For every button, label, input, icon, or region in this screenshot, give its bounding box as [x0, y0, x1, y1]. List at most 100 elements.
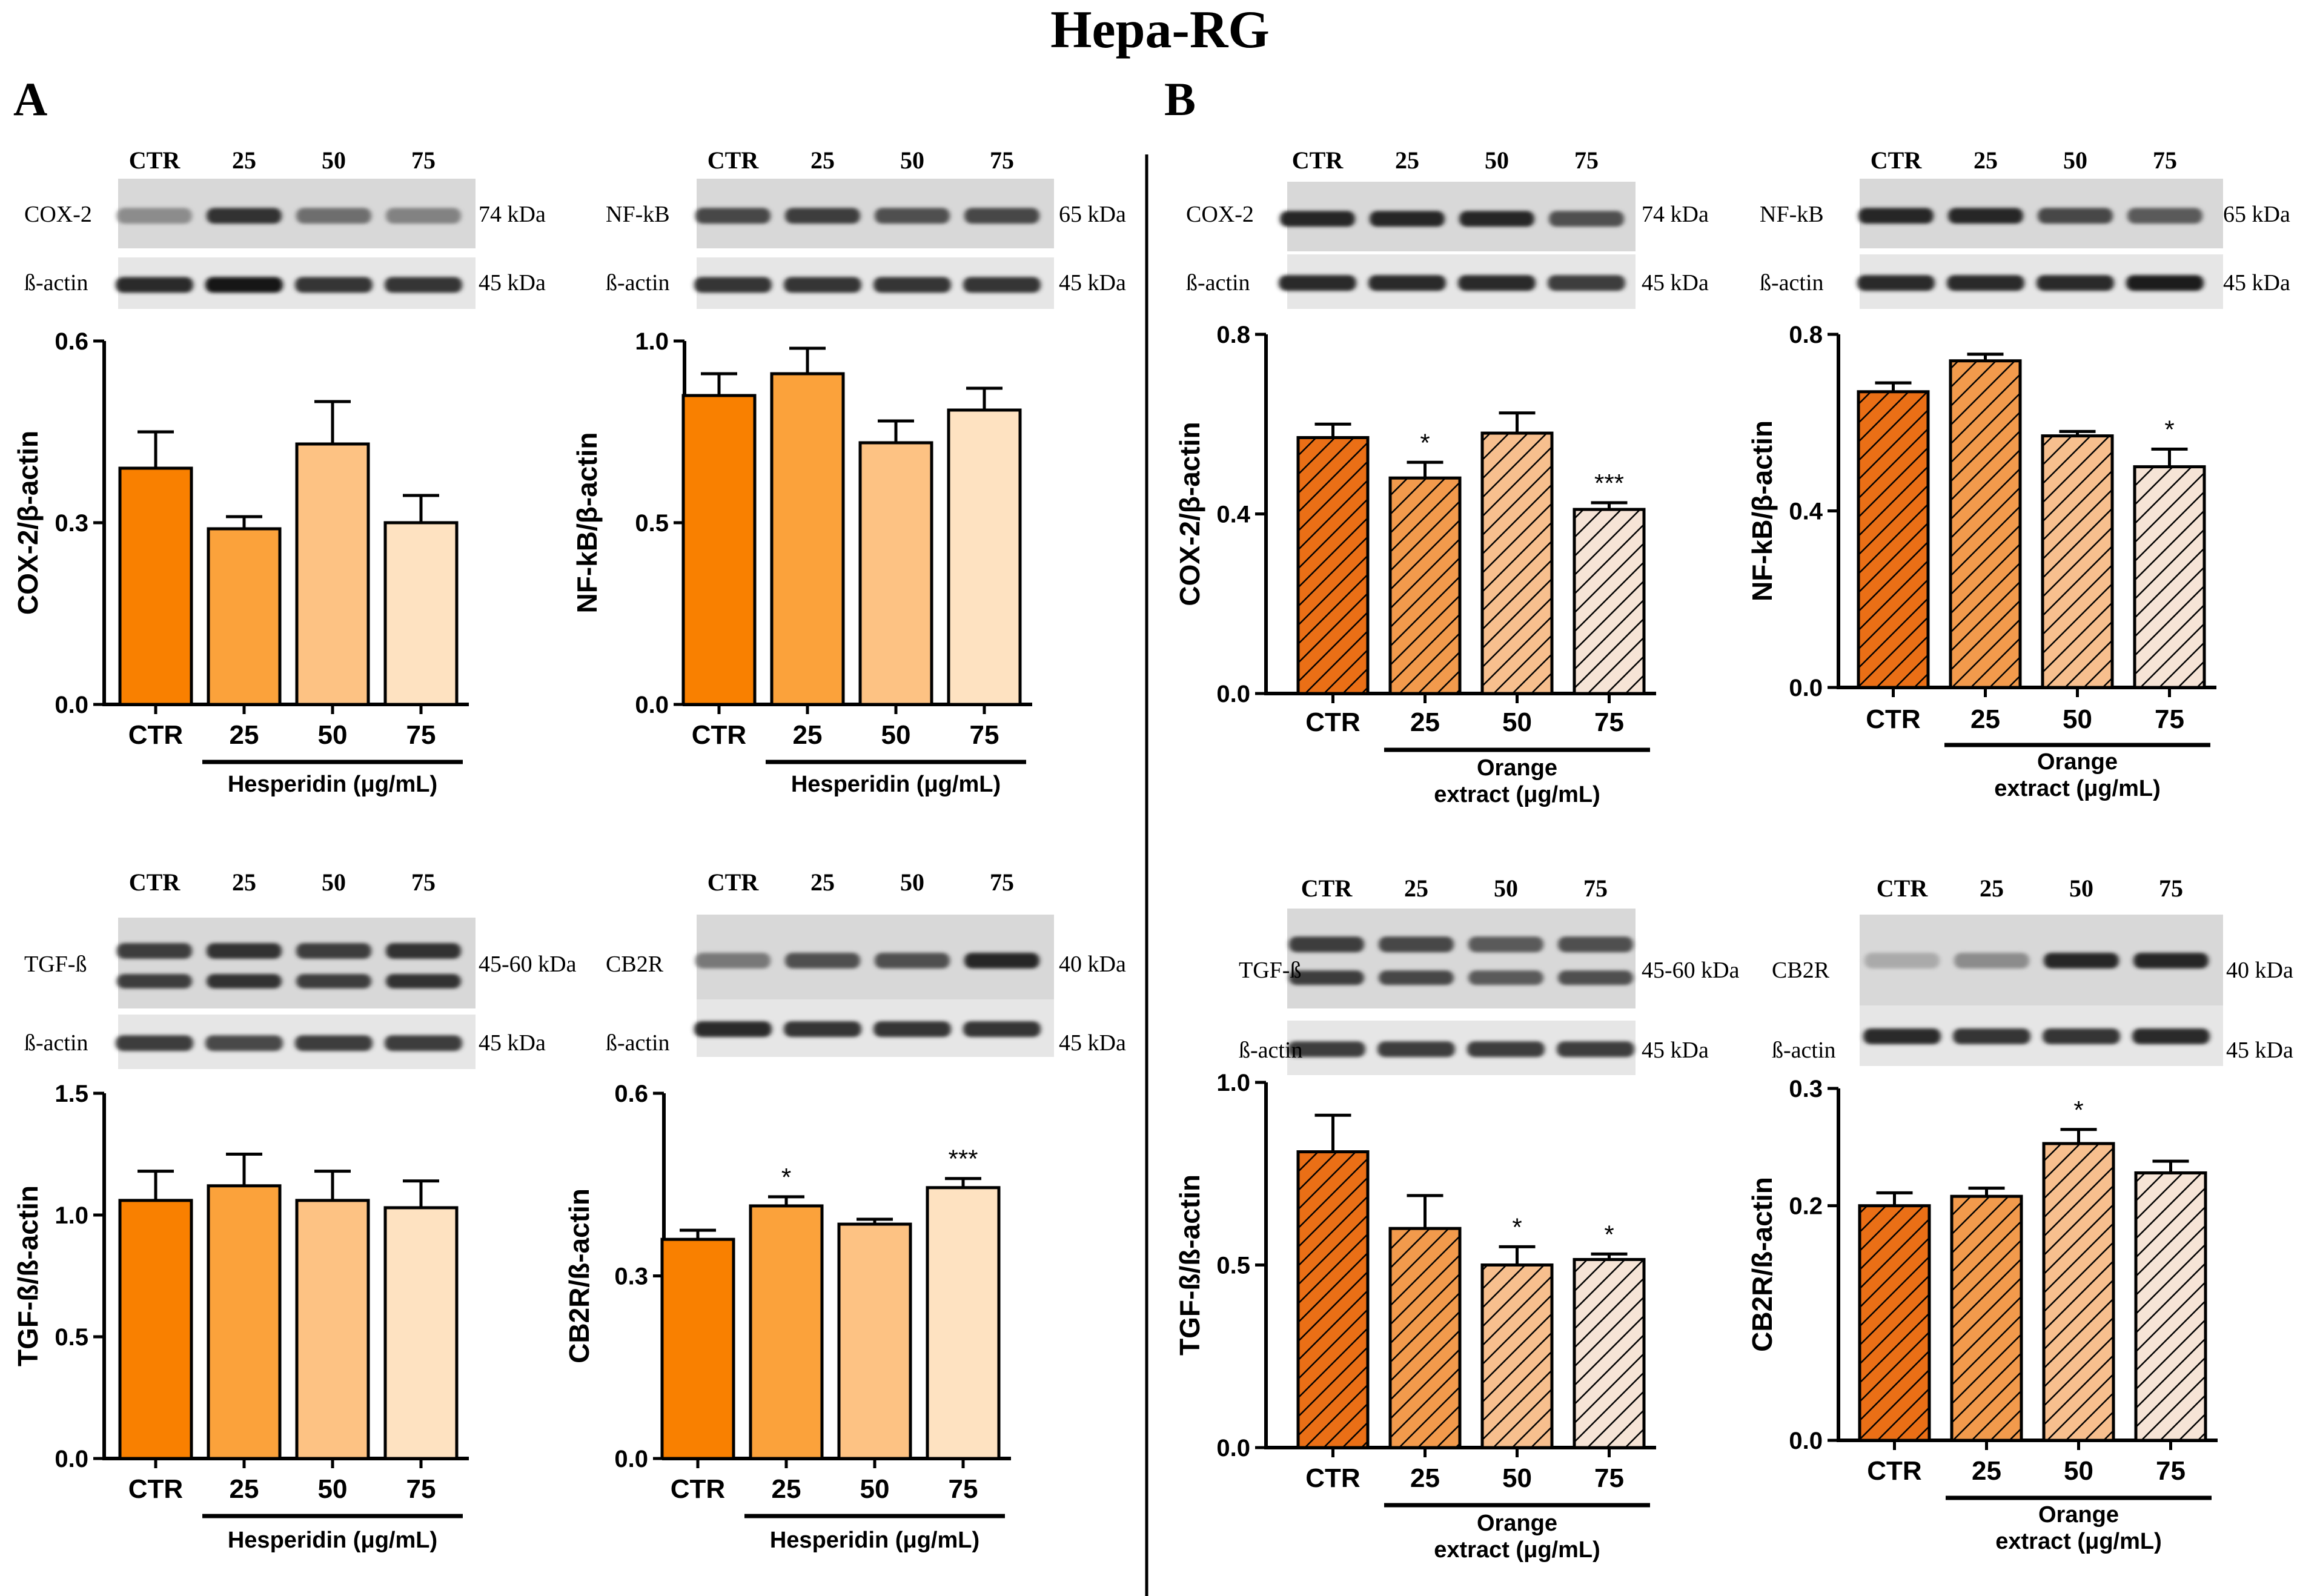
actin-label: ß-actin	[1772, 1038, 1836, 1063]
western-blot-2: CTR 25 50 75 NF-kB ß-actin 65 kDa 45 kDa	[606, 147, 1126, 309]
actin-band	[1863, 1028, 1941, 1044]
y-tick-label: 0.0	[55, 1446, 88, 1472]
x-tick-label: CTR	[671, 1474, 725, 1504]
actin-label: ß-actin	[24, 1030, 88, 1056]
actin-band	[1467, 1041, 1545, 1058]
x-tick-label: 50	[2064, 1456, 2093, 1486]
bar	[2042, 1142, 2115, 1442]
lane-label: 50	[2063, 147, 2087, 174]
actin-band	[1368, 275, 1446, 291]
x-axis-label: extract (μg/mL)	[1995, 1529, 2162, 1554]
western-blot-8: CTR 25 50 75 CB2R ß-actin 40 kDa 45 kDa	[1772, 875, 2293, 1066]
target-band	[1858, 208, 1934, 224]
target-band	[207, 974, 282, 988]
actin-kda-label: 45 kDa	[1059, 270, 1126, 296]
significance-marker: *	[1512, 1213, 1522, 1241]
y-tick-label: 0.8	[1789, 322, 1823, 348]
lane-label: 50	[322, 147, 346, 174]
actin-label: ß-actin	[606, 1030, 670, 1056]
actin-band	[295, 1035, 373, 1051]
target-band	[1468, 936, 1543, 953]
lane-label: 25	[1974, 147, 1998, 174]
bar-chart-7: 0.0 0.5 1.0 TGF-ß/ß-actin CTR 25 * 50 * 75 Orangee…	[1174, 1070, 1656, 1563]
lane-label: 50	[900, 869, 924, 896]
target-band	[207, 943, 282, 959]
bar	[926, 1186, 1001, 1460]
y-tick-label: 0.3	[614, 1263, 648, 1290]
y-tick-label: 0.4	[1789, 498, 1823, 525]
target-band	[296, 208, 371, 224]
x-tick-label: 50	[860, 1474, 890, 1504]
x-tick-label: 25	[793, 720, 823, 750]
bar	[118, 466, 193, 706]
target-protein-label: TGF-ß	[24, 952, 87, 977]
x-tick-label: 75	[2155, 704, 2184, 734]
lane-label: 75	[1574, 147, 1599, 174]
actin-band	[2043, 1028, 2120, 1044]
target-kda-label: 40 kDa	[2226, 958, 2293, 983]
x-tick-label: 75	[2156, 1456, 2186, 1486]
lane-label: CTR	[129, 869, 181, 896]
target-band	[1379, 970, 1454, 985]
y-tick-label: 0.6	[614, 1081, 648, 1107]
actin-band	[1857, 275, 1935, 291]
bar	[1296, 1150, 1370, 1449]
target-band	[386, 943, 461, 959]
target-kda-label: 65 kDa	[1059, 202, 1126, 227]
bar-chart-4: 0.0 0.4 0.8 NF-kB/β-actin CTR 25 50 * 75 Orangeex…	[1746, 322, 2216, 801]
x-tick-label: 50	[1502, 707, 1532, 737]
y-tick-label: 1.0	[635, 328, 669, 355]
significance-marker: *	[781, 1163, 791, 1191]
y-axis-label: COX-2/β-actin	[1174, 422, 1205, 606]
bar	[1573, 1257, 1646, 1449]
y-tick-label: 1.0	[55, 1202, 88, 1229]
bar-chart-1: 0.0 0.3 0.6 COX-2/β-actin CTR 25 50 75 Hesperidi…	[12, 328, 469, 797]
bar	[383, 1206, 459, 1460]
actin-label: ß-actin	[1760, 270, 1824, 296]
target-band	[1468, 970, 1543, 985]
bar	[1480, 1263, 1554, 1449]
actin-band	[1557, 1041, 1634, 1058]
actin-kda-label: 45 kDa	[2226, 1038, 2293, 1063]
y-tick-label: 1.0	[1216, 1070, 1250, 1096]
bar	[1857, 390, 1930, 689]
actin-kda-label: 45 kDa	[479, 270, 546, 296]
x-tick-label: 75	[406, 720, 436, 750]
significance-marker: ***	[948, 1145, 978, 1173]
y-axis-label: NF-kB/β-actin	[571, 432, 603, 614]
target-band	[117, 208, 192, 224]
bar-chart-5: 0.0 0.5 1.0 1.5 TGF-ß/ß-actin CTR 25 50 75 Hesper…	[12, 1081, 469, 1553]
x-tick-label: CTR	[1305, 1463, 1360, 1493]
x-tick-label: 50	[2063, 704, 2092, 734]
western-blot-7: CTR 25 50 75 TGF-ß ß-actin 45-60 kDa 45 kDa	[1239, 875, 1740, 1075]
actin-band	[1458, 275, 1536, 291]
target-protein-label: TGF-ß	[1239, 958, 1301, 983]
target-band	[695, 208, 771, 224]
actin-band	[963, 277, 1041, 293]
bar	[2041, 434, 2114, 689]
significance-marker: *	[1420, 428, 1430, 457]
western-blot-4: CTR 25 50 75 NF-kB ß-actin 65 kDa 45 kDa	[1760, 147, 2290, 309]
actin-kda-label: 45 kDa	[1642, 270, 1709, 296]
target-band	[964, 208, 1039, 224]
x-tick-label: 25	[230, 720, 259, 750]
y-tick-label: 1.5	[55, 1081, 88, 1107]
actin-label: ß-actin	[606, 270, 670, 296]
bar	[295, 442, 370, 706]
bar	[207, 1184, 282, 1460]
bar	[383, 521, 459, 706]
y-tick-label: 0.0	[1789, 675, 1823, 701]
target-band	[1370, 211, 1445, 227]
actin-band	[1288, 1041, 1365, 1058]
target-band	[2038, 208, 2113, 224]
lane-label: CTR	[1292, 147, 1344, 174]
actin-label: ß-actin	[1186, 270, 1250, 296]
target-protein-label: COX-2	[24, 202, 92, 227]
actin-band	[385, 1035, 462, 1051]
lane-label: 25	[810, 869, 835, 896]
actin-band	[1947, 275, 2024, 291]
x-tick-label: 25	[230, 1474, 259, 1504]
significance-marker: *	[2073, 1096, 2083, 1124]
bar	[837, 1222, 912, 1460]
target-band	[2127, 208, 2202, 224]
